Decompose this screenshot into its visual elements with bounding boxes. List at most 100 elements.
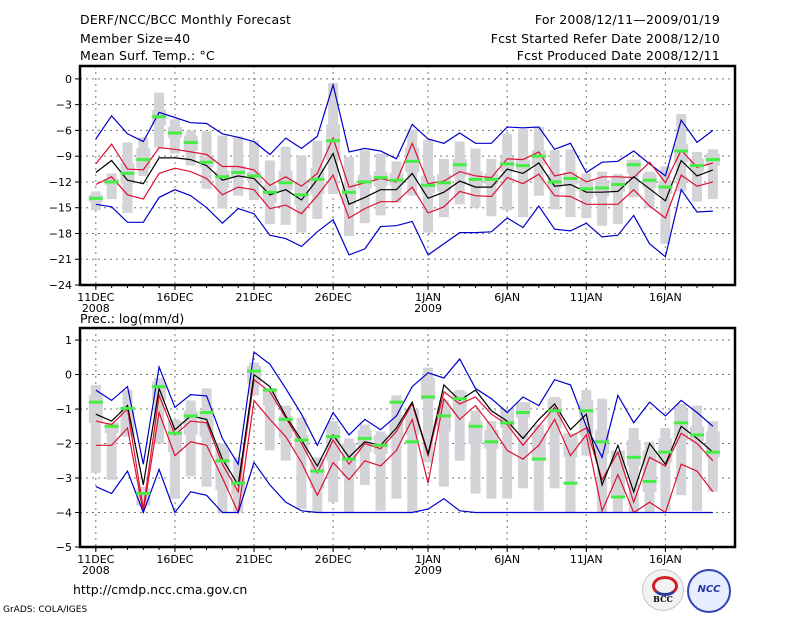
ensemble-iqr-box <box>215 448 230 491</box>
forecast-start-date: Fcst Started Refer Date 2008/12/10 <box>490 31 720 46</box>
ensemble-iqr-box <box>326 426 341 461</box>
observation-marker <box>658 185 673 189</box>
y-tick-label: −3 <box>56 99 72 112</box>
observation-marker <box>88 196 103 200</box>
ensemble-iqr-box <box>626 440 641 466</box>
ensemble-range-box <box>549 396 560 489</box>
x-tick-label: 21DEC <box>235 291 272 304</box>
ensemble-range-box <box>628 428 639 513</box>
y-tick-label: −18 <box>49 227 72 240</box>
variable-label: Mean Surf. Temp.: °C <box>80 48 215 63</box>
x-tick-year-label: 2009 <box>414 302 442 315</box>
observation-marker <box>247 174 262 178</box>
ensemble-iqr-box <box>104 422 119 434</box>
ensemble-iqr-box <box>88 395 103 423</box>
observation-marker <box>215 175 230 179</box>
observation-marker <box>468 424 483 428</box>
observation-marker <box>183 414 198 418</box>
x-tick-label: 26DEC <box>315 291 352 304</box>
observation-marker <box>152 385 167 389</box>
observation-marker <box>357 180 372 184</box>
observation-marker <box>563 177 578 181</box>
ensemble-iqr-box <box>436 407 451 432</box>
ensemble-iqr-box <box>136 488 151 506</box>
y-tick-label: −1 <box>56 403 72 416</box>
ensemble-range-box <box>106 422 117 480</box>
observation-marker <box>247 369 262 373</box>
observation-marker <box>515 164 530 168</box>
observation-marker <box>262 388 277 392</box>
observation-marker <box>120 406 135 410</box>
ensemble-range-box <box>502 409 513 499</box>
observation-marker <box>278 417 293 421</box>
y-tick-label: −5 <box>56 541 72 554</box>
x-tick-label: 16DEC <box>156 553 193 566</box>
ensemble-range-box <box>154 378 165 444</box>
observation-marker <box>405 440 420 444</box>
y-tick-label: −6 <box>56 124 72 137</box>
observation-marker <box>500 421 515 425</box>
bcc-swirl-icon <box>652 576 678 596</box>
grads-credit: GrADS: COLA/IGES <box>3 605 88 615</box>
ensemble-iqr-box <box>468 421 483 444</box>
observation-marker <box>389 178 404 182</box>
observation-marker <box>326 435 341 439</box>
observation-marker <box>278 181 293 185</box>
observation-marker <box>642 479 657 483</box>
observation-marker <box>231 481 246 485</box>
ensemble-iqr-box <box>658 438 673 463</box>
observation-marker <box>658 450 673 454</box>
observation-marker <box>452 397 467 401</box>
x-tick-label: 16DEC <box>156 291 193 304</box>
observation-marker <box>167 431 182 435</box>
series-mean-line <box>95 373 714 494</box>
ensemble-range-box <box>597 171 608 226</box>
ensemble-range-box <box>565 438 576 513</box>
ncc-logo: NCC <box>687 569 731 613</box>
observation-marker <box>531 457 546 461</box>
observation-marker <box>484 440 499 444</box>
observation-marker <box>579 409 594 413</box>
observation-marker <box>705 158 720 162</box>
observation-marker <box>88 400 103 404</box>
observation-marker <box>468 177 483 181</box>
observation-marker <box>421 395 436 399</box>
ensemble-iqr-box <box>326 124 341 161</box>
ensemble-iqr-box <box>183 410 198 435</box>
y-tick-label: −3 <box>56 472 72 485</box>
series-lower-line <box>95 167 714 219</box>
forecast-period: For 2008/12/11—2009/01/19 <box>534 12 720 27</box>
observation-marker <box>120 171 135 175</box>
observation-marker <box>373 443 388 447</box>
observation-marker <box>626 455 641 459</box>
x-tick-label: 11DEC <box>77 553 114 566</box>
observation-marker <box>610 183 625 187</box>
observation-marker <box>357 436 372 440</box>
observation-marker <box>294 438 309 442</box>
ensemble-range-box <box>707 149 718 200</box>
ensemble-range-box <box>644 171 655 208</box>
ncc-logo-text: NCC <box>697 584 721 595</box>
observation-marker <box>626 163 641 167</box>
ensemble-iqr-box <box>674 409 689 441</box>
observation-marker <box>341 190 356 194</box>
x-tick-label: 11JAN <box>570 291 603 304</box>
ensemble-iqr-box <box>421 378 436 401</box>
website-url[interactable]: http://cmdp.ncc.cma.gov.cn <box>73 582 248 597</box>
observation-marker <box>595 186 610 190</box>
observation-marker <box>421 183 436 187</box>
x-tick-label: 11DEC <box>77 291 114 304</box>
observation-marker <box>690 164 705 168</box>
observation-marker <box>674 149 689 153</box>
observation-marker <box>563 481 578 485</box>
observation-marker <box>674 421 689 425</box>
ensemble-range-box <box>423 367 434 463</box>
series-min-line <box>95 461 713 515</box>
observation-marker <box>136 158 151 162</box>
ensemble-range-box <box>660 428 671 511</box>
observation-marker <box>405 159 420 163</box>
x-tick-label: 6JAN <box>494 291 520 304</box>
ensemble-range-box <box>692 151 703 202</box>
ensemble-range-box <box>533 424 544 511</box>
